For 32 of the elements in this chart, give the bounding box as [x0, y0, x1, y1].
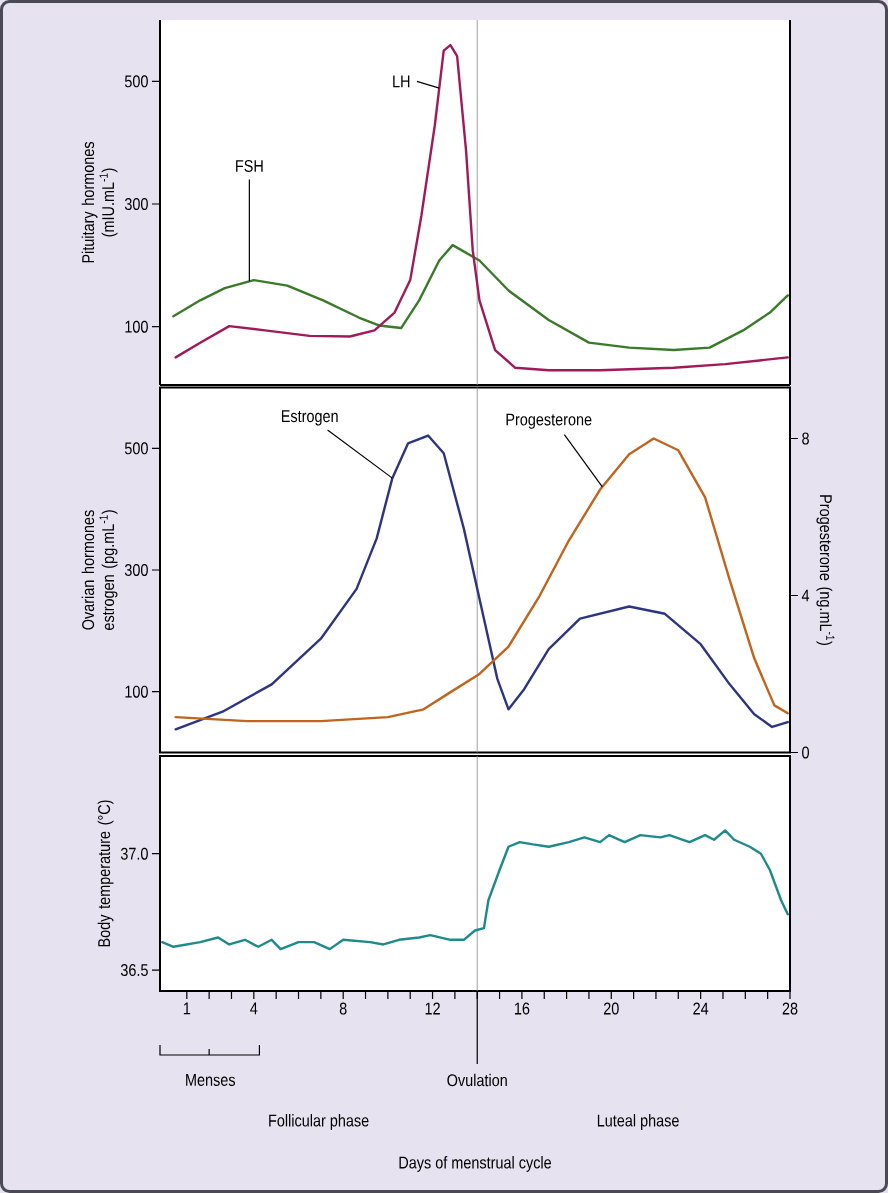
y-tick-label: 500: [124, 75, 148, 88]
y2-axis-title: Progesterone (ng.mL$^{-1}$): [816, 495, 835, 645]
ref-line-label: Ovulation: [447, 1073, 507, 1087]
y2-tick-label: 0: [802, 746, 809, 759]
x-tick-label: 1: [183, 1002, 191, 1015]
x-tick-label: 20: [603, 1002, 619, 1015]
text: FSH: [236, 159, 263, 173]
text: Estrogen: [281, 410, 338, 426]
x-tick-label: 12: [425, 1002, 440, 1015]
y-tick-label: 37.0: [120, 847, 148, 860]
series-label: LH: [393, 75, 410, 88]
y2-tick-label: 4: [801, 589, 810, 602]
x-tick-label: 4: [250, 1002, 258, 1015]
y-tick-label: 36.5: [120, 964, 148, 977]
text: Progesterone: [506, 413, 592, 429]
x-tick-label: 24: [693, 1002, 709, 1015]
text: Follicular phase: [269, 1114, 369, 1130]
x-axis-title: Days of menstrual cycle: [399, 1156, 552, 1172]
y2-tick-label: 8: [802, 432, 809, 445]
y-axis-title: Body temperature (°C): [97, 800, 114, 947]
text: Luteal phase: [597, 1114, 679, 1130]
y-tick-label: 300: [124, 563, 148, 577]
x-tick-label: 8: [339, 1002, 347, 1015]
x-tick-label: 16: [514, 1002, 530, 1015]
y-tick-label: 100: [125, 320, 148, 333]
y-tick-label: 100: [125, 685, 148, 698]
y-axis-title: Pituitary hormones (mIU.mL$^{-1}$): [81, 141, 118, 263]
y-tick-label: 500: [124, 442, 148, 455]
y-tick-label: 300: [124, 198, 148, 211]
y-axis-title: Ovarian hormones estrogen (pg.mL$^{-1}$): [81, 510, 118, 630]
text: Menses: [186, 1074, 236, 1086]
x-tick-label: 28: [782, 1002, 798, 1015]
